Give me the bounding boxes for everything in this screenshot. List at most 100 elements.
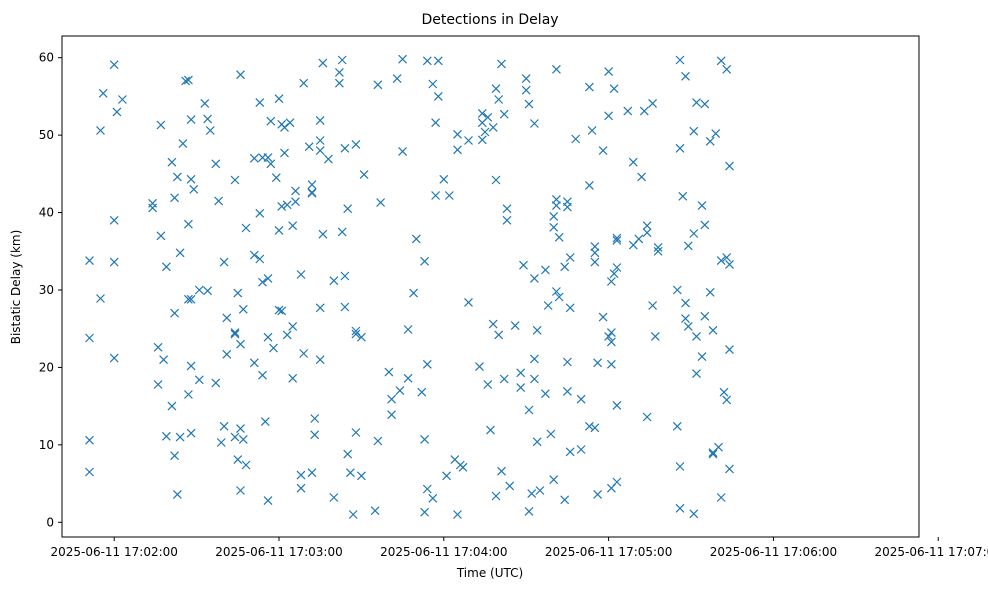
data-point xyxy=(571,134,581,144)
data-point xyxy=(170,193,180,203)
data-point xyxy=(499,374,509,384)
y-axis: 0 10 20 30 40 50 60 xyxy=(39,51,62,529)
data-point xyxy=(85,333,94,343)
data-point xyxy=(722,253,732,262)
data-point xyxy=(529,119,539,128)
data-point xyxy=(109,215,119,225)
data-point xyxy=(296,470,306,480)
x-tick-label: 2025-06-11 17:02:00 xyxy=(50,545,177,559)
data-point xyxy=(186,294,196,304)
data-point xyxy=(502,204,512,214)
data-point xyxy=(562,357,572,367)
data-point xyxy=(705,287,715,297)
data-point xyxy=(329,493,339,502)
data-point xyxy=(340,302,350,312)
data-point xyxy=(183,294,193,304)
data-point xyxy=(590,248,600,258)
data-point xyxy=(343,204,353,214)
data-point xyxy=(351,329,361,339)
y-tick-label: 50 xyxy=(39,128,54,142)
data-point xyxy=(700,311,710,321)
data-point xyxy=(532,325,542,335)
data-point xyxy=(395,386,405,396)
data-point xyxy=(584,421,594,431)
data-point xyxy=(255,254,265,264)
data-point xyxy=(708,325,718,335)
data-point xyxy=(211,378,221,388)
data-point xyxy=(653,246,663,256)
data-point xyxy=(612,263,622,272)
data-point xyxy=(288,321,298,331)
data-point xyxy=(565,303,575,313)
data-point xyxy=(524,99,534,109)
data-point xyxy=(653,242,663,252)
data-point xyxy=(183,390,193,399)
data-point xyxy=(170,308,180,318)
data-point xyxy=(376,198,386,207)
data-point xyxy=(148,198,158,208)
data-point xyxy=(606,328,616,338)
data-point xyxy=(266,116,276,126)
data-point xyxy=(183,75,193,85)
data-point xyxy=(551,64,561,74)
data-point xyxy=(260,417,270,427)
data-point xyxy=(637,172,647,182)
data-point xyxy=(370,506,380,516)
data-point xyxy=(488,319,498,329)
data-point xyxy=(549,211,559,221)
data-point xyxy=(546,429,556,439)
data-point xyxy=(529,374,539,384)
data-point xyxy=(551,287,561,296)
data-point xyxy=(255,98,265,108)
data-point xyxy=(420,256,430,266)
data-point xyxy=(291,197,300,207)
data-point xyxy=(117,95,127,104)
data-point xyxy=(543,301,553,310)
data-point xyxy=(186,115,196,125)
data-point xyxy=(439,174,449,184)
data-point xyxy=(304,142,314,152)
data-point xyxy=(431,118,441,128)
data-point xyxy=(716,493,726,502)
data-point xyxy=(409,288,419,298)
data-point xyxy=(109,257,119,267)
data-point xyxy=(491,175,501,185)
data-point xyxy=(356,332,366,342)
data-point xyxy=(271,173,281,183)
data-point xyxy=(387,394,397,404)
data-point xyxy=(296,483,306,493)
data-point xyxy=(606,359,616,369)
x-axis: 2025-06-11 17:02:00 2025-06-11 17:03:00 20… xyxy=(50,537,988,559)
data-point xyxy=(527,489,537,499)
data-point xyxy=(183,219,193,229)
data-point xyxy=(384,367,394,377)
data-point xyxy=(348,510,358,519)
data-point xyxy=(593,358,603,368)
data-point xyxy=(453,129,462,139)
data-point xyxy=(258,277,267,287)
data-point xyxy=(230,175,240,185)
y-tick-label: 10 xyxy=(39,438,54,452)
data-point xyxy=(562,202,572,212)
data-point xyxy=(648,301,658,310)
data-point xyxy=(340,271,350,281)
data-point xyxy=(236,70,245,80)
data-point xyxy=(584,180,594,190)
data-point xyxy=(343,449,353,459)
data-point xyxy=(299,78,309,88)
data-point xyxy=(431,191,441,200)
data-point xyxy=(230,432,240,442)
data-point xyxy=(398,146,408,156)
data-point xyxy=(334,78,344,88)
data-point xyxy=(274,94,284,104)
data-point xyxy=(711,129,721,139)
data-point xyxy=(334,67,344,77)
data-point xyxy=(263,496,273,506)
data-point xyxy=(274,225,284,235)
data-point xyxy=(277,306,287,316)
data-point xyxy=(700,99,710,109)
data-point xyxy=(716,256,726,266)
data-point xyxy=(672,421,682,431)
data-point xyxy=(433,91,443,101)
data-point xyxy=(502,215,512,225)
